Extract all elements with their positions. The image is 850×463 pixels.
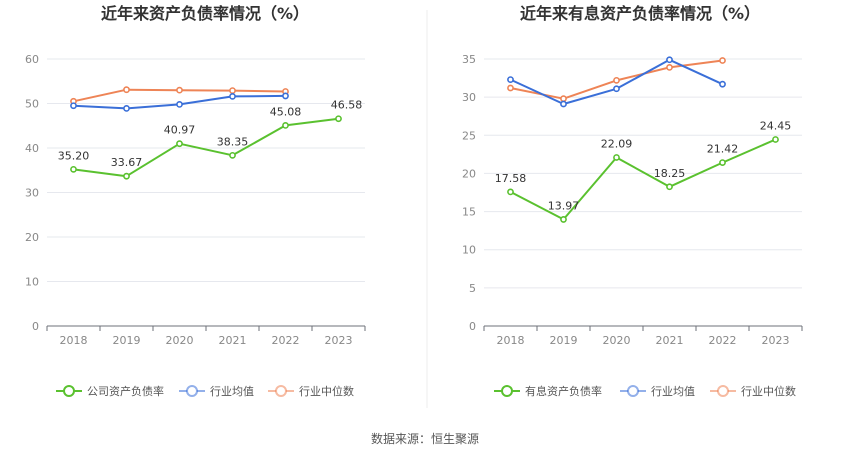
chart-2-legend-item-2: 行业均值 bbox=[620, 385, 695, 398]
chart-2-data-label: 17.58 bbox=[495, 172, 527, 185]
chart-1-x-tick-label: 2023 bbox=[325, 334, 353, 347]
chart-1-x-tick-label: 2018 bbox=[60, 334, 88, 347]
chart-1-series-1-point bbox=[335, 115, 342, 123]
chart-2-legend-swatch-marker bbox=[501, 385, 513, 397]
chart-1-y-tick-label: 20 bbox=[25, 231, 39, 244]
chart-2-y-tick-label: 5 bbox=[469, 282, 476, 295]
chart-2-data-label: 13.97 bbox=[548, 199, 580, 212]
chart-2-legend-item-1: 有息资产负债率 bbox=[494, 384, 602, 398]
chart-2-series-3-point bbox=[507, 84, 514, 92]
chart-1-legend-item-1: 公司资产负债率 bbox=[56, 384, 164, 398]
chart-2-series-2-point bbox=[613, 85, 620, 93]
chart-1-legend-swatch-marker bbox=[63, 385, 75, 397]
chart-2-x-tick-label: 2018 bbox=[497, 334, 525, 347]
chart-2-series-1-point bbox=[560, 216, 567, 223]
chart-1-title: 近年来资产负债率情况（%） bbox=[101, 4, 309, 23]
chart-2-series-1-line bbox=[510, 138, 776, 221]
chart-2-series-2-point bbox=[719, 80, 726, 88]
chart-2-legend-label: 行业均值 bbox=[651, 385, 695, 398]
chart-1-series-3-point bbox=[229, 87, 236, 94]
chart-1-legend-item-2: 行业均值 bbox=[179, 385, 254, 398]
chart-1-series-1-line bbox=[73, 117, 339, 178]
chart-2-data-label: 18.25 bbox=[654, 167, 686, 180]
chart-2-x-tick-label: 2020 bbox=[603, 334, 631, 347]
chart-2-y-tick-label: 20 bbox=[462, 167, 476, 180]
chart-2-legend-item-3: 行业中位数 bbox=[710, 384, 796, 398]
chart-1-x-tick-label: 2020 bbox=[166, 334, 194, 347]
chart-2-data-label: 22.09 bbox=[601, 137, 633, 150]
chart-2-title: 近年来有息资产负债率情况（%） bbox=[520, 4, 760, 23]
chart-2-legend-label: 行业中位数 bbox=[741, 384, 796, 398]
chart-1-data-label: 40.97 bbox=[164, 124, 196, 137]
chart-1-series-1-point bbox=[229, 151, 236, 159]
chart-2-series-3-point bbox=[613, 76, 620, 84]
chart-1-series-1-point bbox=[123, 172, 130, 180]
chart-2-y-tick-label: 15 bbox=[462, 206, 476, 219]
chart-1-legend-label: 公司资产负债率 bbox=[87, 384, 164, 398]
chart-1-series-1-point bbox=[282, 121, 289, 129]
chart-2-series-1-point bbox=[507, 188, 514, 196]
chart-1-series-2-point bbox=[70, 102, 77, 110]
chart-1-y-tick-label: 0 bbox=[32, 320, 39, 333]
chart-1-y-tick-label: 40 bbox=[25, 142, 39, 155]
chart-1-series-2-point bbox=[282, 92, 289, 100]
chart-1: 近年来资产负债率情况（%） 0 10 20 30 40 50 60 2018 2019 2020 20… bbox=[25, 4, 366, 398]
chart-1-legend-item-3: 行业中位数 bbox=[268, 384, 354, 398]
chart-2-legend-swatch-marker bbox=[717, 385, 729, 397]
chart-2-series-2-point bbox=[666, 56, 673, 64]
chart-2-y-tick-label: 30 bbox=[462, 91, 476, 104]
chart-1-data-label: 33.67 bbox=[111, 156, 143, 169]
chart-1-legend-label: 行业均值 bbox=[210, 385, 254, 398]
chart-2-x-tick-label: 2023 bbox=[762, 334, 790, 347]
chart-2-series-2-point bbox=[507, 76, 514, 83]
chart-2-series-1-point bbox=[719, 159, 726, 166]
chart-1-x-tick-label: 2019 bbox=[113, 334, 141, 347]
chart-1-series-2-point bbox=[229, 92, 236, 100]
chart-2-legend-swatch-marker bbox=[627, 385, 639, 397]
chart-2-data-label: 21.42 bbox=[707, 143, 739, 156]
chart-2-x-tick-label: 2022 bbox=[709, 334, 737, 347]
chart-1-data-label: 46.58 bbox=[331, 99, 363, 112]
chart-2-y-tick-label: 0 bbox=[469, 320, 476, 333]
chart-2-y-tick-label: 25 bbox=[462, 129, 476, 142]
chart-1-x-tick-label: 2022 bbox=[272, 334, 300, 347]
chart-1-legend-swatch-marker bbox=[186, 385, 198, 397]
chart-2-series-1-point bbox=[666, 183, 673, 191]
chart-2-data-label: 24.45 bbox=[760, 119, 792, 132]
chart-2-x-tick-label: 2021 bbox=[656, 334, 684, 347]
chart-1-legend-label: 行业中位数 bbox=[299, 384, 354, 398]
chart-2: 近年来有息资产负债率情况（%） 0 5 10 15 20 25 30 35 2018 2019 202… bbox=[462, 4, 803, 398]
chart-1-y-tick-label: 60 bbox=[25, 53, 39, 66]
source-note: 数据来源：恒生聚源 bbox=[371, 431, 479, 446]
chart-1-series-3-point bbox=[123, 86, 130, 94]
chart-1-y-tick-label: 30 bbox=[25, 187, 39, 200]
chart-2-series-3-point bbox=[719, 57, 726, 64]
chart-2-legend-label: 有息资产负债率 bbox=[525, 384, 602, 398]
chart-1-y-tick-label: 10 bbox=[25, 276, 39, 289]
chart-1-data-label: 38.35 bbox=[217, 135, 249, 148]
chart-2-series-1-point bbox=[772, 136, 779, 143]
chart-1-series-1-point bbox=[176, 140, 183, 148]
chart-1-legend-swatch-marker bbox=[275, 385, 287, 397]
chart-2-y-tick-label: 10 bbox=[462, 244, 476, 257]
chart-2-y-tick-label: 35 bbox=[462, 53, 476, 66]
chart-1-series-2-point bbox=[176, 100, 183, 108]
chart-2-series-2-point bbox=[560, 100, 567, 108]
chart-2-series-3-point bbox=[560, 95, 567, 103]
chart-1-series-1-point bbox=[70, 165, 77, 173]
chart-1-x-tick-label: 2021 bbox=[219, 334, 247, 347]
chart-1-series-3-point bbox=[176, 86, 183, 94]
chart-2-series-1-point bbox=[613, 154, 620, 161]
chart-1-data-label: 45.08 bbox=[270, 105, 302, 118]
chart-1-y-tick-label: 50 bbox=[25, 98, 39, 111]
chart-2-x-tick-label: 2019 bbox=[550, 334, 578, 347]
chart-1-data-label: 35.20 bbox=[58, 149, 90, 162]
chart-1-series-2-point bbox=[123, 104, 130, 112]
chart-2-series-3-point bbox=[666, 63, 673, 71]
